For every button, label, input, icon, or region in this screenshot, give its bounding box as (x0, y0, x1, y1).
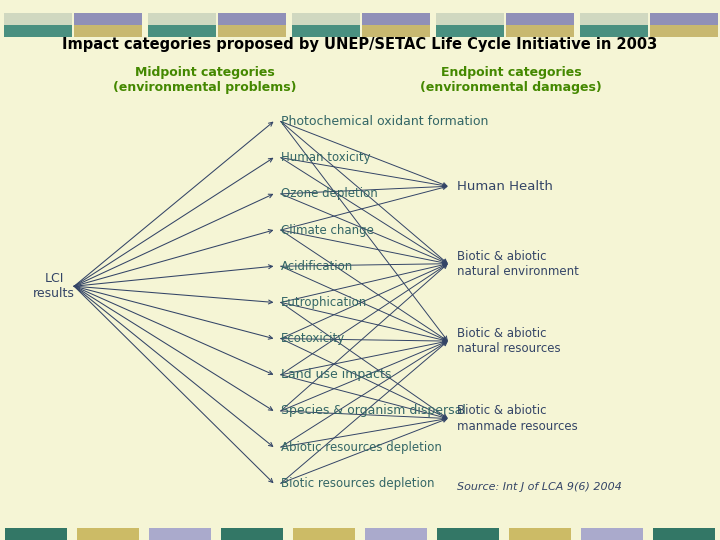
Bar (4, 14, 72, 25)
Text: Biotic & abiotic
natural resources: Biotic & abiotic natural resources (457, 327, 561, 355)
Bar (505, 14, 575, 25)
Bar (505, 25, 575, 37)
Bar (580, 14, 648, 25)
Text: Eutrophication: Eutrophication (281, 296, 367, 309)
Bar (4, 25, 72, 37)
Text: Ecotoxicity: Ecotoxicity (281, 332, 345, 345)
Bar (361, 14, 430, 25)
Bar (78, 528, 138, 540)
Bar (292, 25, 360, 37)
Bar (361, 25, 430, 37)
Text: Source: Int J of LCA 9(6) 2004: Source: Int J of LCA 9(6) 2004 (457, 482, 622, 492)
Text: Acidification: Acidification (281, 260, 353, 273)
Text: LCI
results: LCI results (33, 272, 75, 300)
Bar (294, 528, 355, 540)
Text: Climate change: Climate change (281, 224, 374, 237)
Bar (222, 528, 283, 540)
Bar (74, 25, 143, 37)
Bar (148, 14, 216, 25)
Text: Species & organism dispersal: Species & organism dispersal (281, 404, 466, 417)
Text: Biotic resources depletion: Biotic resources depletion (281, 477, 434, 490)
Text: Impact categories proposed by UNEP/SETAC Life Cycle Initiative in 2003: Impact categories proposed by UNEP/SETAC… (63, 37, 657, 52)
Bar (580, 25, 648, 37)
Bar (365, 528, 426, 540)
Bar (654, 528, 714, 540)
Text: Endpoint categories
(environmental damages): Endpoint categories (environmental damag… (420, 66, 602, 94)
Bar (148, 25, 216, 37)
Text: Midpoint categories
(environmental problems): Midpoint categories (environmental probl… (114, 66, 297, 94)
Text: Biotic & abiotic
natural environment: Biotic & abiotic natural environment (457, 249, 579, 278)
Bar (218, 25, 287, 37)
Text: Photochemical oxidant formation: Photochemical oxidant formation (281, 115, 488, 128)
Text: Human Health: Human Health (457, 180, 553, 193)
Text: Biotic & abiotic
manmade resources: Biotic & abiotic manmade resources (457, 404, 578, 433)
Text: Human toxicity: Human toxicity (281, 151, 370, 164)
Bar (436, 14, 504, 25)
Bar (649, 25, 718, 37)
Bar (510, 528, 571, 540)
Text: Abiotic resources depletion: Abiotic resources depletion (281, 441, 441, 454)
Bar (150, 528, 211, 540)
Text: Land use impacts: Land use impacts (281, 368, 391, 381)
Bar (582, 528, 642, 540)
Bar (292, 14, 360, 25)
Bar (6, 528, 66, 540)
Bar (436, 25, 504, 37)
Text: Ozone depletion: Ozone depletion (281, 187, 377, 200)
Bar (649, 14, 718, 25)
Bar (74, 14, 143, 25)
Bar (438, 528, 498, 540)
Bar (218, 14, 287, 25)
